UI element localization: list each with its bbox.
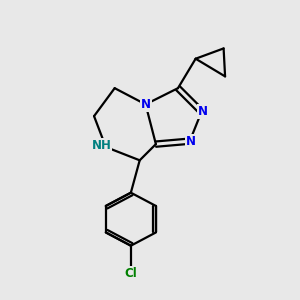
Text: N: N xyxy=(198,105,208,118)
Text: NH: NH xyxy=(92,139,111,152)
Text: N: N xyxy=(186,135,196,148)
Text: N: N xyxy=(141,98,151,111)
Text: Cl: Cl xyxy=(124,267,137,280)
